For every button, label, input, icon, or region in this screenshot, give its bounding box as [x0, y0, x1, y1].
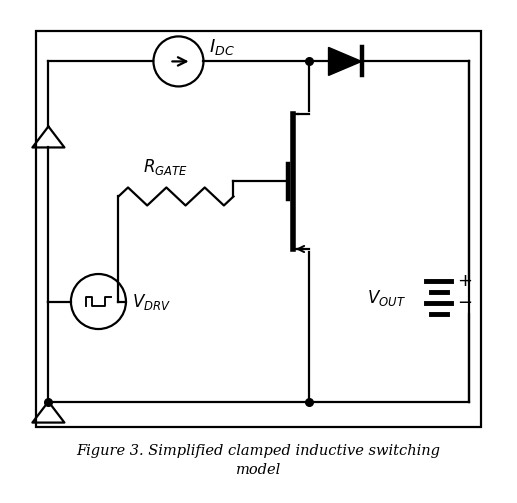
Text: −: − — [457, 294, 472, 311]
Polygon shape — [328, 47, 361, 75]
Text: Figure 3. Simplified clamped inductive switching
model: Figure 3. Simplified clamped inductive s… — [77, 444, 440, 477]
Text: $V_{OUT}$: $V_{OUT}$ — [367, 288, 406, 307]
Text: $V_{DRV}$: $V_{DRV}$ — [132, 292, 171, 311]
Text: $I_{DC}$: $I_{DC}$ — [209, 37, 235, 57]
Text: $R_{GATE}$: $R_{GATE}$ — [144, 157, 188, 178]
Text: +: + — [457, 272, 472, 290]
Bar — [36, 31, 481, 427]
